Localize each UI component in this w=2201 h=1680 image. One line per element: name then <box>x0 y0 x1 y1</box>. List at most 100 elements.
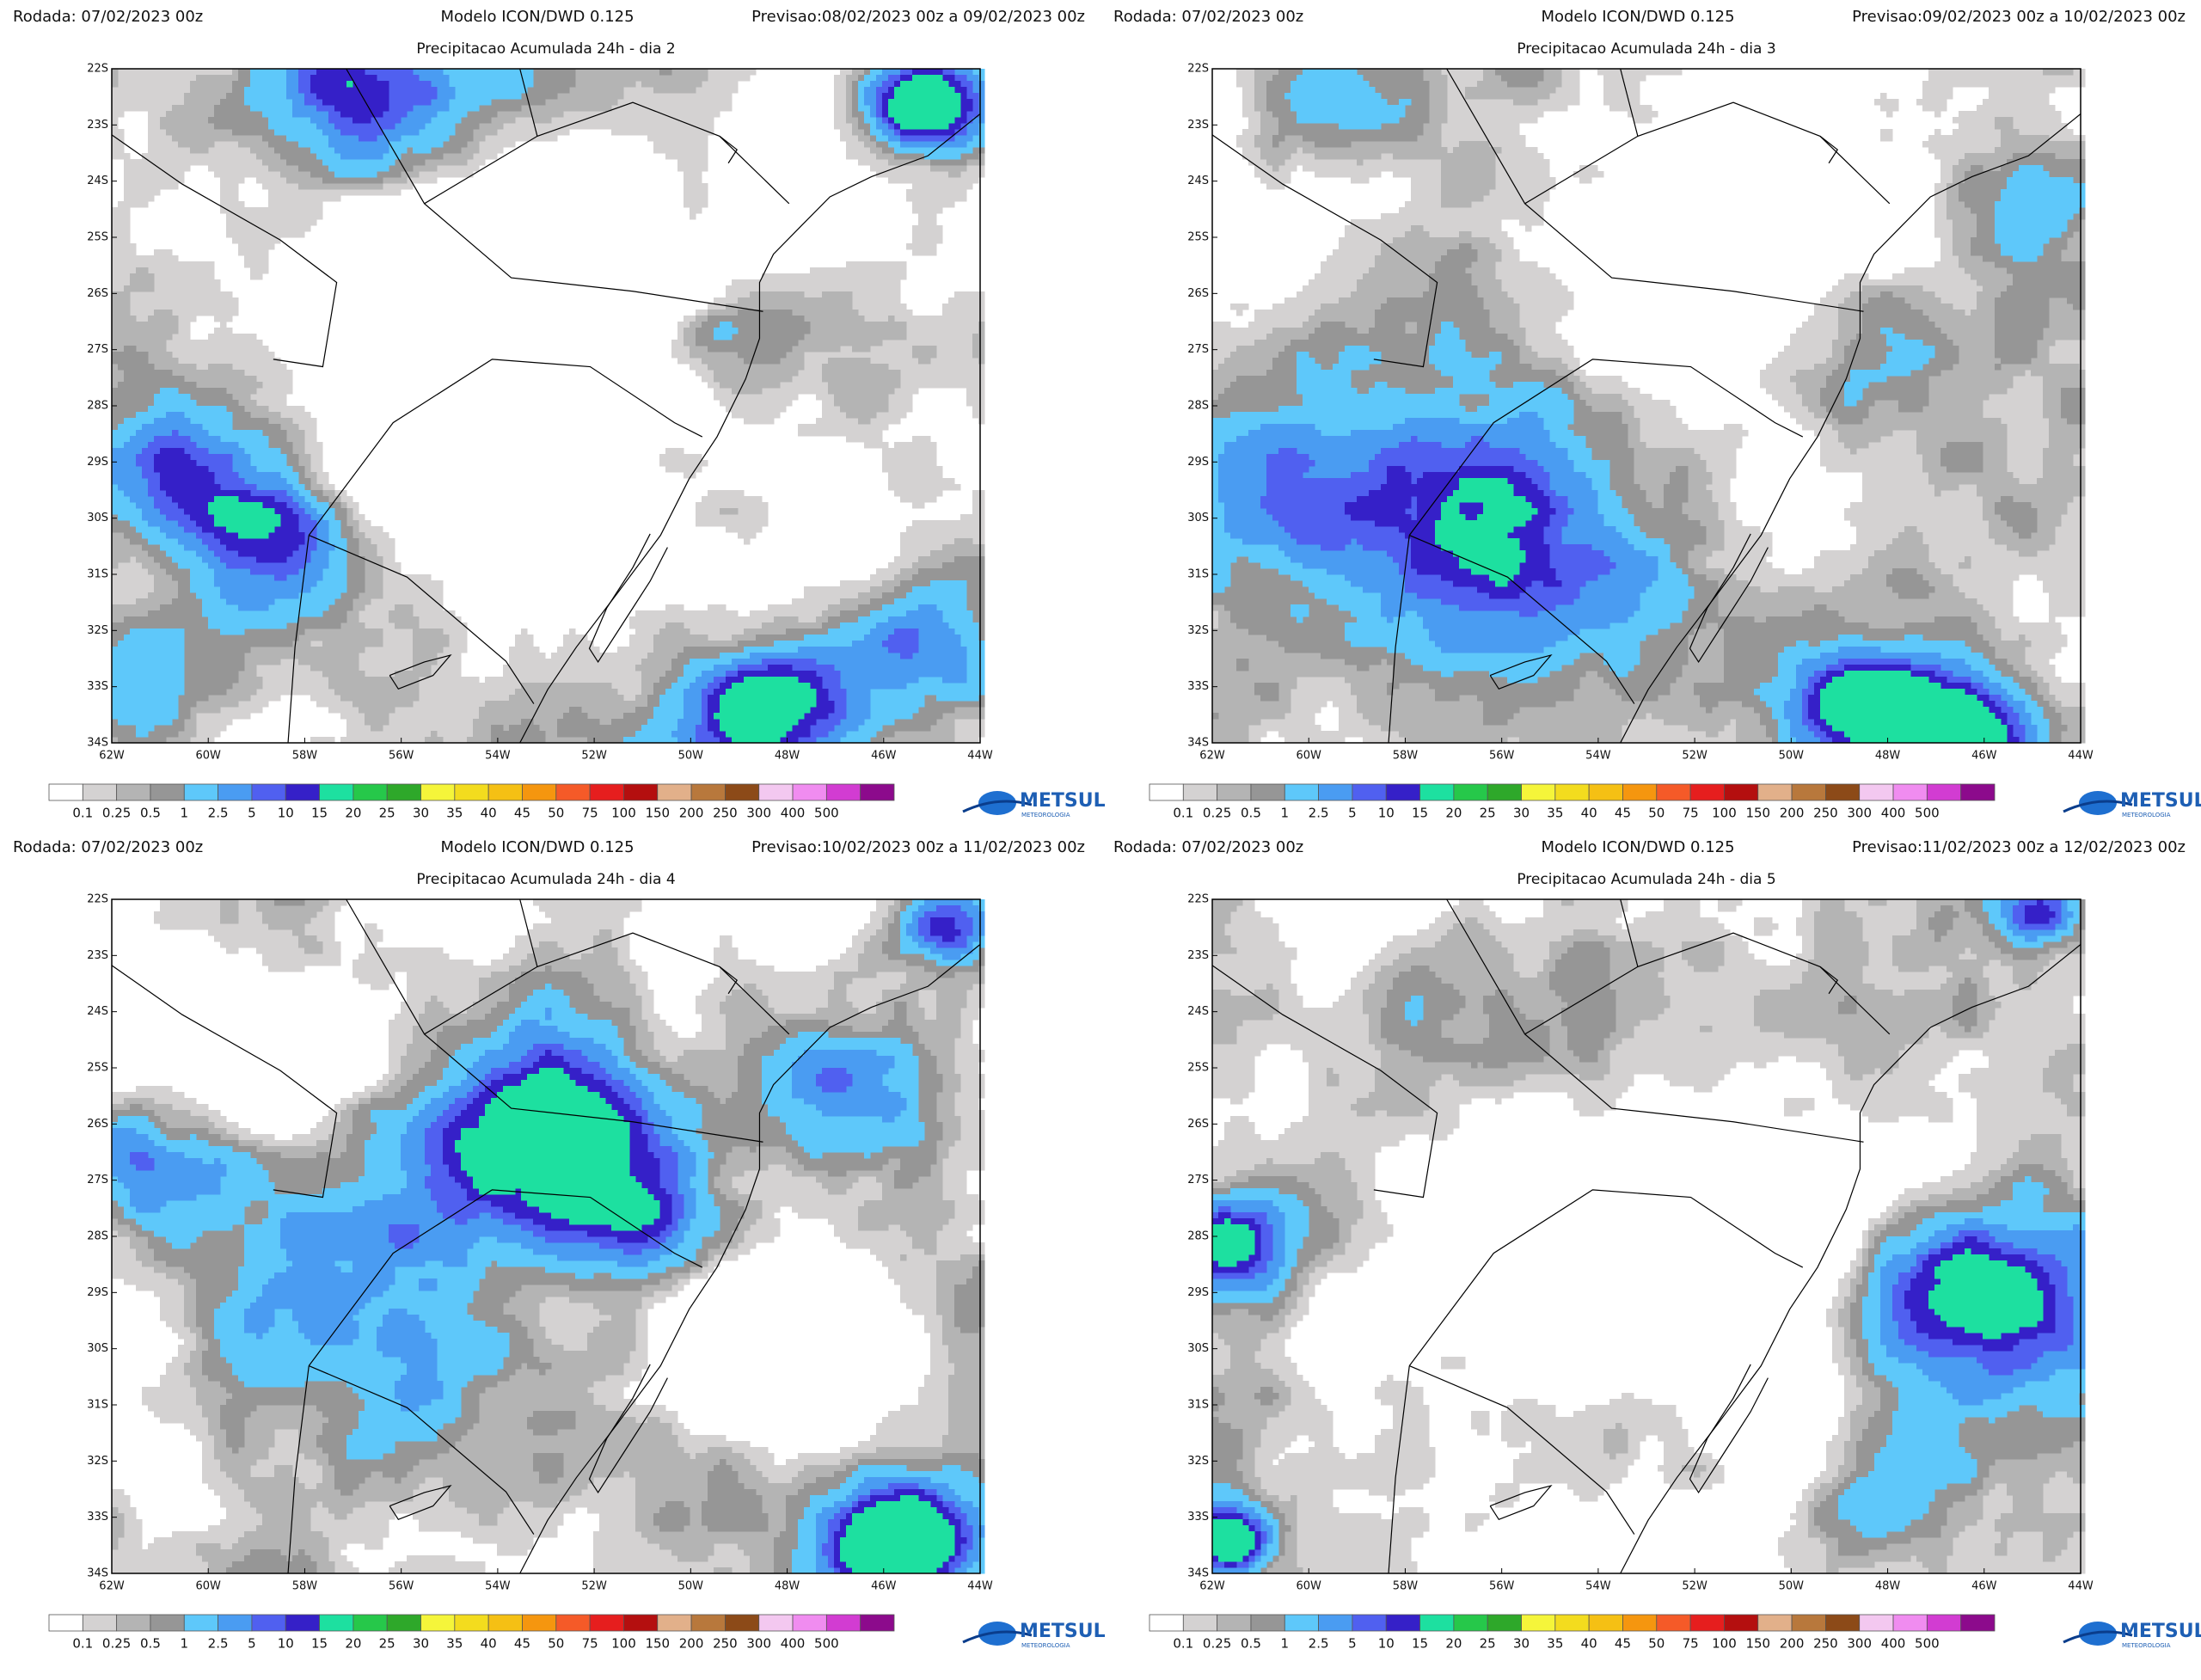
colorbar-label: 50 <box>548 806 564 821</box>
colorbar-swatch <box>218 1614 253 1632</box>
colorbar-swatch <box>82 783 118 801</box>
lon-label: 44W <box>967 750 993 763</box>
lat-label: 26S <box>1187 287 1209 300</box>
lat-label: 27S <box>1187 1174 1209 1186</box>
border-line <box>346 898 763 1143</box>
colorbar-swatch <box>1757 783 1793 801</box>
colorbar-swatch <box>48 1614 83 1632</box>
colorbar-swatch <box>1757 1614 1793 1632</box>
colorbar-label: 2.5 <box>1309 806 1329 821</box>
border-line <box>1408 359 1804 536</box>
colorbar-label: 400 <box>1881 806 1906 821</box>
colorbar-label: 250 <box>713 806 738 821</box>
precip-contour <box>112 69 985 744</box>
lat-label: 25S <box>1187 1062 1209 1075</box>
colorbar-swatch <box>454 783 489 801</box>
lat-label: 34S <box>1187 737 1209 750</box>
colorbar-swatch <box>1825 783 1861 801</box>
colorbar-label: 15 <box>311 806 328 821</box>
precip-contour <box>112 69 985 744</box>
run-label: Rodada: 07/02/2023 00z <box>1113 838 1303 856</box>
logo-swoosh <box>2063 800 2133 813</box>
lon-label: 46W <box>1971 750 1997 763</box>
border-line <box>1446 68 1864 312</box>
colorbar-swatch <box>319 783 354 801</box>
border-line <box>1689 1364 1769 1494</box>
lon-label: 52W <box>581 1580 607 1593</box>
colorbar-swatch <box>116 783 151 801</box>
lat-label: 31S <box>87 568 108 581</box>
colorbar-label: 10 <box>278 806 294 821</box>
colorbar-swatch <box>116 1614 151 1632</box>
model-label: Modelo ICON/DWD 0.125 <box>440 8 634 26</box>
lon-label: 46W <box>871 750 897 763</box>
colorbar-label: 1 <box>181 806 189 821</box>
colorbar-swatch <box>1825 1614 1861 1632</box>
colorbar-label: 0.25 <box>102 806 131 821</box>
lat-label: 25S <box>87 1062 108 1075</box>
colorbar-label: 500 <box>1915 1636 1940 1652</box>
lon-label: 48W <box>1875 1580 1901 1593</box>
lon-label: 56W <box>1489 1580 1515 1593</box>
border-line <box>519 944 981 1574</box>
colorbar-swatch <box>1487 1614 1522 1632</box>
colorbar-swatch <box>218 783 253 801</box>
border-line <box>1409 1364 1635 1535</box>
colorbar-label: 75 <box>582 1636 598 1652</box>
lat-label: 24S <box>87 1005 108 1018</box>
colorbar-swatch <box>1521 1614 1556 1632</box>
colorbar-label: 100 <box>1712 1636 1737 1652</box>
colorbar-swatch <box>487 783 523 801</box>
colorbar-swatch <box>1487 783 1522 801</box>
colorbar-label: 10 <box>278 1636 294 1652</box>
map-title: Precipitacao Acumulada 24h - dia 4 <box>416 871 675 888</box>
colorbar-swatch <box>1622 783 1658 801</box>
precip-contour <box>1260 436 2026 744</box>
lat-label: 29S <box>87 1286 108 1299</box>
colorbar-swatch <box>150 1614 185 1632</box>
precip-contour <box>112 899 985 1574</box>
run-label: Rodada: 07/02/2023 00z <box>13 8 203 26</box>
colorbar-label: 25 <box>1480 1636 1496 1652</box>
precip-contour <box>112 899 985 1574</box>
colorbar-swatch <box>1656 783 1691 801</box>
colorbar-swatch <box>1385 1614 1420 1632</box>
colorbar-label: 0.5 <box>1241 1636 1261 1652</box>
border-line <box>308 1189 703 1366</box>
colorbar-swatch <box>1622 1614 1658 1632</box>
colorbar-label: 40 <box>1581 1636 1597 1652</box>
lon-label: 60W <box>1297 750 1322 763</box>
colorbar-swatch <box>725 783 760 801</box>
lon-label: 54W <box>1585 750 1611 763</box>
border-line <box>1211 134 1438 368</box>
lat-label: 23S <box>1187 119 1209 132</box>
lat-label: 32S <box>1187 624 1209 637</box>
lat-label: 29S <box>1187 456 1209 469</box>
lat-label: 32S <box>1187 1455 1209 1468</box>
border-line <box>1446 898 1864 1143</box>
border-line <box>346 68 763 312</box>
border-line <box>389 1485 452 1521</box>
colorbar-swatch <box>792 783 827 801</box>
colorbar-swatch <box>150 783 185 801</box>
colorbar-swatch <box>1318 783 1353 801</box>
colorbar-swatch <box>1149 783 1184 801</box>
colorbar-swatch <box>1385 783 1420 801</box>
colorbar-swatch <box>623 1614 659 1632</box>
lon-label: 58W <box>292 750 318 763</box>
colorbar-label: 200 <box>679 1636 704 1652</box>
model-label: Modelo ICON/DWD 0.125 <box>440 838 634 856</box>
colorbar-swatch <box>420 1614 456 1632</box>
colorbar-swatch <box>386 1614 421 1632</box>
colorbar-swatch <box>353 783 388 801</box>
colorbar-label: 25 <box>1480 806 1496 821</box>
colorbar-label: 35 <box>446 806 463 821</box>
lat-label: 26S <box>1187 1118 1209 1131</box>
lon-label: 44W <box>2068 750 2094 763</box>
border-line <box>719 966 739 995</box>
colorbar-label: 250 <box>1813 1636 1838 1652</box>
lat-label: 32S <box>87 624 108 637</box>
colorbar-label: 500 <box>814 1636 839 1652</box>
lon-label: 48W <box>775 750 800 763</box>
precipitation-field <box>1212 899 2086 1574</box>
